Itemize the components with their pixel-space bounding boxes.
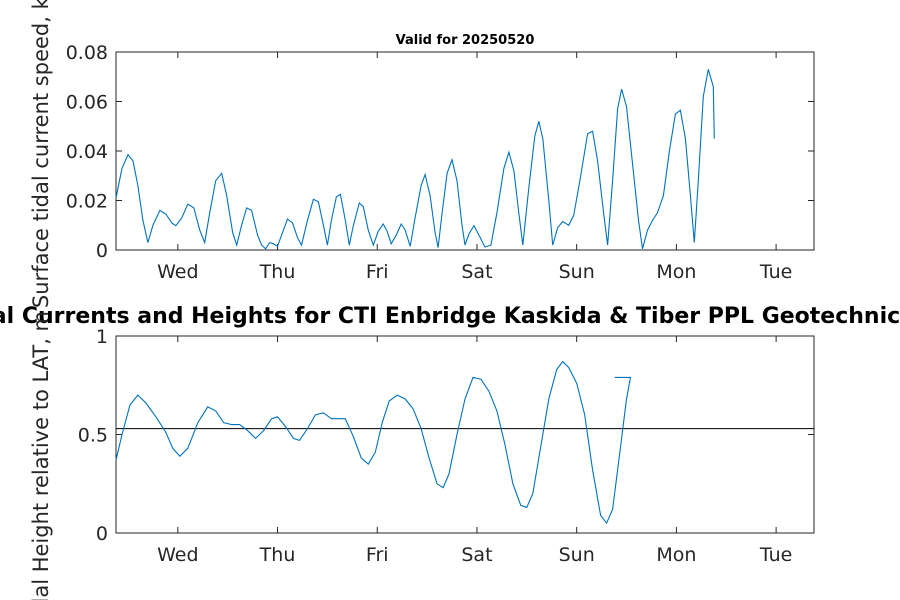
current-speed-x-tick-label: Thu [259, 261, 296, 283]
current-speed-x-tick-label: Wed [157, 261, 198, 283]
tidal-height-y-tick-label: 0 [96, 523, 108, 545]
tidal-height-x-tick-label: Thu [259, 544, 296, 566]
current-speed-y-tick-label: 0 [96, 240, 108, 262]
current-speed-y-tick-label: 0.08 [66, 42, 108, 64]
tidal-height-x-tick-label: Wed [157, 544, 198, 566]
current-speed-ylabel: Surface tidal current speed, kn [29, 0, 53, 308]
current-speed-y-ticks: 0 0.02 0.04 0.06 0.08 [66, 42, 814, 262]
tidal-height-x-tick-label: Sun [559, 544, 595, 566]
current-speed-x-tick-label: Sun [559, 261, 595, 283]
tidal-height-x-tick-label: Mon [656, 544, 696, 566]
current-speed-title: Valid for 20250520 [396, 33, 535, 48]
tidal-height-y-tick-label: 0.5 [78, 425, 108, 447]
tidal-height-ylabel: Tidal Height relative to LAT, m [29, 311, 53, 600]
current-speed-x-tick-label: Tue [759, 261, 792, 283]
current-speed-x-tick-label: Sat [461, 261, 492, 283]
current-speed-x-tick-label: Fri [366, 261, 389, 283]
tidal-height-series-line [115, 360, 632, 525]
current-speed-x-tick-label: Mon [656, 261, 696, 283]
tidal-height-x-tick-label: Fri [366, 544, 389, 566]
tidal-height-x-tick-label: Tue [759, 544, 792, 566]
tidal-height-x-ticks: Wed Thu Fri Sat Sun Mon Tue [157, 336, 792, 566]
current-speed-axes-box [115, 51, 815, 251]
main-title: Tidal Currents and Heights for CTI Enbri… [0, 304, 900, 329]
tidal-height-y-ticks: 00.51 [78, 326, 814, 545]
tidal-height-y-tick-label: 1 [96, 326, 108, 348]
tidal-height-x-tick-label: Sat [461, 544, 492, 566]
current-speed-y-tick-label: 0.04 [66, 141, 108, 163]
current-speed-y-tick-label: 0.02 [66, 191, 108, 213]
current-speed-series-line [115, 69, 715, 250]
current-speed-y-tick-label: 0.06 [66, 92, 108, 114]
tidal-height-axes-box [115, 335, 815, 534]
